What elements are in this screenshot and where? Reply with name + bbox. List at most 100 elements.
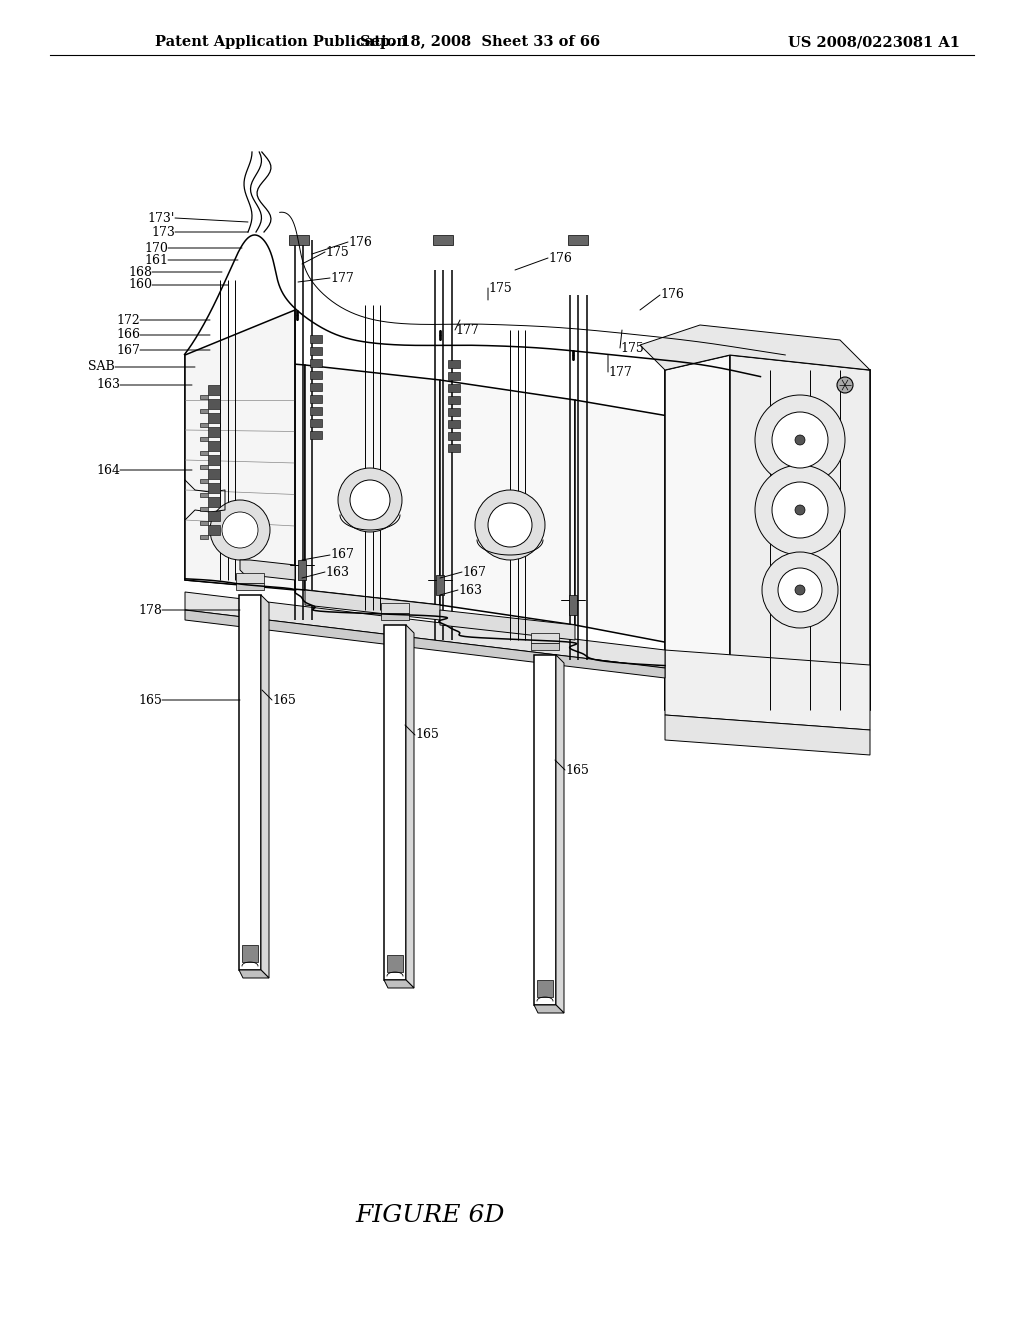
Text: 177: 177: [330, 272, 353, 285]
Polygon shape: [449, 444, 460, 451]
Polygon shape: [381, 603, 409, 612]
Polygon shape: [289, 235, 309, 246]
Polygon shape: [406, 624, 414, 987]
Polygon shape: [310, 418, 322, 426]
Polygon shape: [200, 422, 208, 426]
Polygon shape: [665, 355, 870, 719]
Polygon shape: [208, 455, 220, 465]
Polygon shape: [236, 573, 264, 583]
Polygon shape: [534, 1005, 564, 1012]
Polygon shape: [200, 492, 208, 498]
Text: 176: 176: [348, 235, 372, 248]
Polygon shape: [240, 560, 295, 579]
Polygon shape: [305, 590, 440, 620]
Polygon shape: [200, 507, 208, 511]
Polygon shape: [387, 954, 403, 972]
Polygon shape: [298, 560, 306, 579]
Text: 178: 178: [138, 603, 162, 616]
Text: 167: 167: [116, 343, 140, 356]
Polygon shape: [569, 595, 577, 615]
Polygon shape: [236, 583, 264, 590]
Polygon shape: [665, 355, 730, 719]
Polygon shape: [239, 595, 261, 970]
Polygon shape: [185, 591, 665, 668]
Polygon shape: [575, 400, 680, 645]
Polygon shape: [531, 643, 559, 649]
Polygon shape: [384, 979, 414, 987]
Polygon shape: [568, 235, 588, 246]
Polygon shape: [208, 413, 220, 422]
Polygon shape: [436, 576, 444, 595]
Polygon shape: [556, 655, 564, 1012]
Circle shape: [755, 465, 845, 554]
Polygon shape: [200, 465, 208, 469]
Polygon shape: [537, 979, 553, 997]
Text: 165: 165: [565, 763, 589, 776]
Polygon shape: [310, 371, 322, 379]
Polygon shape: [310, 335, 322, 343]
Polygon shape: [665, 649, 870, 730]
Circle shape: [350, 480, 390, 520]
Text: 161: 161: [144, 253, 168, 267]
Polygon shape: [449, 420, 460, 428]
Polygon shape: [433, 235, 453, 246]
Text: 175: 175: [325, 246, 349, 259]
Polygon shape: [261, 595, 269, 978]
Polygon shape: [200, 437, 208, 441]
Polygon shape: [208, 498, 220, 507]
Polygon shape: [310, 383, 322, 391]
Polygon shape: [200, 479, 208, 483]
Polygon shape: [449, 360, 460, 368]
Circle shape: [772, 482, 828, 539]
Circle shape: [772, 412, 828, 469]
Polygon shape: [534, 655, 556, 1005]
Polygon shape: [200, 521, 208, 525]
Text: 173': 173': [147, 211, 175, 224]
Polygon shape: [200, 535, 208, 539]
Text: 175: 175: [620, 342, 644, 355]
Circle shape: [210, 500, 270, 560]
Text: 164: 164: [96, 463, 120, 477]
Polygon shape: [208, 426, 220, 437]
Polygon shape: [208, 441, 220, 451]
Circle shape: [488, 503, 532, 546]
Polygon shape: [208, 511, 220, 521]
Polygon shape: [208, 385, 220, 395]
Text: Sep. 18, 2008  Sheet 33 of 66: Sep. 18, 2008 Sheet 33 of 66: [360, 36, 600, 49]
Text: 165: 165: [138, 693, 162, 706]
Circle shape: [762, 552, 838, 628]
Text: FIGURE 6D: FIGURE 6D: [355, 1204, 505, 1226]
Polygon shape: [239, 970, 269, 978]
Polygon shape: [449, 372, 460, 380]
Text: 177: 177: [455, 323, 479, 337]
Polygon shape: [384, 624, 406, 979]
Text: 166: 166: [116, 329, 140, 342]
Polygon shape: [310, 432, 322, 440]
Text: 177: 177: [608, 366, 632, 379]
Polygon shape: [310, 347, 322, 355]
Text: 167: 167: [462, 565, 485, 578]
Text: US 2008/0223081 A1: US 2008/0223081 A1: [788, 36, 961, 49]
Polygon shape: [449, 396, 460, 404]
Text: 167: 167: [330, 549, 354, 561]
Polygon shape: [200, 409, 208, 413]
Polygon shape: [185, 610, 665, 678]
Text: SAB: SAB: [88, 360, 115, 374]
Text: 165: 165: [415, 729, 439, 742]
Text: 160: 160: [128, 279, 152, 292]
Polygon shape: [185, 310, 295, 590]
Text: 163: 163: [96, 379, 120, 392]
Polygon shape: [310, 395, 322, 403]
Circle shape: [795, 585, 805, 595]
Polygon shape: [449, 384, 460, 392]
Circle shape: [338, 469, 402, 532]
Text: 170: 170: [144, 242, 168, 255]
Polygon shape: [185, 355, 305, 590]
Polygon shape: [200, 451, 208, 455]
Text: 163: 163: [458, 583, 482, 597]
Text: 172: 172: [117, 314, 140, 326]
Polygon shape: [200, 395, 208, 399]
Circle shape: [778, 568, 822, 612]
Polygon shape: [208, 399, 220, 409]
Circle shape: [795, 506, 805, 515]
